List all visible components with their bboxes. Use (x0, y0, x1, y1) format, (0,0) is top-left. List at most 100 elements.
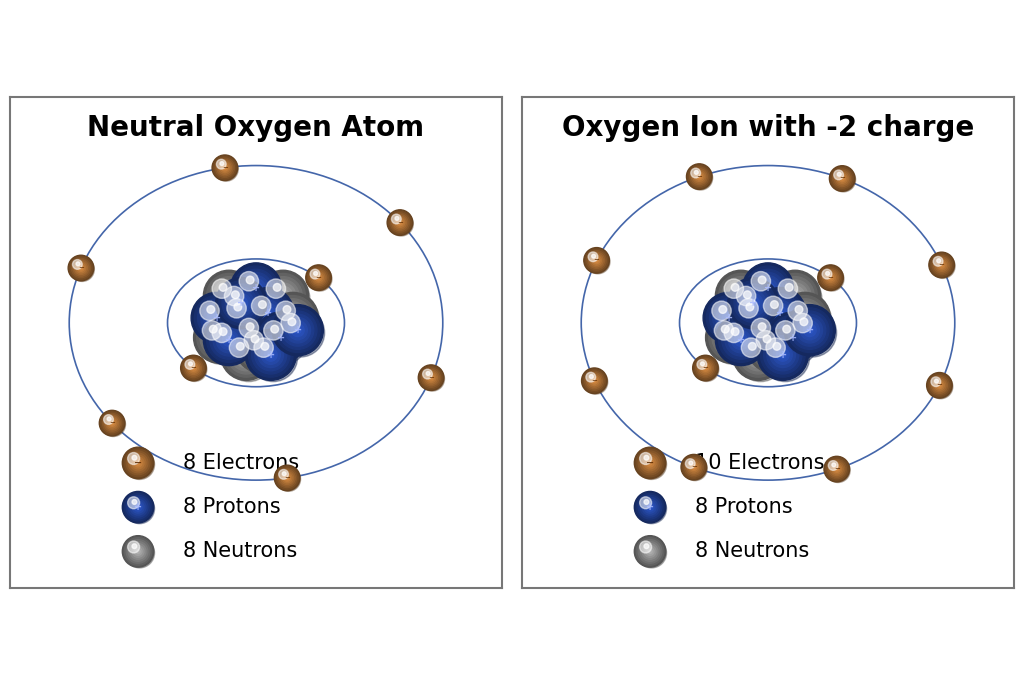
Circle shape (231, 294, 251, 313)
Text: +: + (737, 335, 745, 345)
Circle shape (773, 274, 822, 323)
Circle shape (125, 494, 155, 523)
Circle shape (588, 374, 601, 387)
Circle shape (750, 300, 757, 306)
Circle shape (423, 370, 439, 386)
Circle shape (264, 322, 297, 353)
Circle shape (749, 345, 768, 364)
Circle shape (237, 269, 275, 308)
Circle shape (398, 221, 401, 224)
Circle shape (755, 288, 806, 338)
Circle shape (258, 301, 266, 308)
Circle shape (185, 360, 202, 376)
Circle shape (267, 351, 274, 358)
Circle shape (640, 497, 659, 517)
Circle shape (648, 506, 652, 509)
Circle shape (752, 319, 770, 338)
Circle shape (259, 316, 307, 364)
Circle shape (587, 373, 602, 388)
Circle shape (779, 280, 811, 312)
Circle shape (307, 266, 332, 291)
Circle shape (128, 497, 147, 517)
Circle shape (429, 376, 433, 379)
Circle shape (225, 292, 232, 299)
Text: +: + (266, 350, 274, 360)
Circle shape (793, 313, 812, 333)
Circle shape (313, 271, 317, 275)
Circle shape (274, 465, 300, 490)
Circle shape (933, 256, 943, 266)
Circle shape (280, 470, 295, 486)
Circle shape (247, 325, 265, 345)
Circle shape (125, 449, 155, 479)
Text: −: − (222, 165, 227, 171)
Circle shape (640, 497, 651, 509)
Circle shape (748, 322, 799, 373)
Circle shape (108, 419, 117, 428)
Circle shape (790, 334, 796, 340)
Circle shape (800, 321, 819, 340)
Circle shape (220, 162, 224, 166)
Circle shape (936, 382, 943, 388)
Circle shape (73, 260, 82, 269)
Text: +: + (776, 308, 784, 318)
Circle shape (243, 288, 294, 338)
Circle shape (240, 325, 288, 374)
Circle shape (634, 447, 666, 479)
Circle shape (737, 287, 769, 319)
Circle shape (204, 314, 255, 366)
Circle shape (930, 375, 949, 395)
Circle shape (240, 319, 272, 351)
Circle shape (586, 249, 610, 274)
Circle shape (219, 330, 239, 349)
Circle shape (763, 338, 782, 357)
Text: −: − (696, 173, 702, 179)
Circle shape (745, 266, 791, 311)
Text: +: + (134, 502, 142, 512)
Circle shape (692, 466, 695, 469)
Circle shape (231, 303, 256, 328)
Circle shape (309, 268, 328, 287)
Circle shape (426, 371, 430, 375)
Circle shape (833, 169, 852, 188)
Circle shape (933, 379, 946, 392)
Circle shape (122, 536, 154, 567)
Circle shape (428, 375, 434, 381)
Circle shape (240, 273, 272, 304)
Circle shape (276, 467, 301, 491)
Circle shape (788, 290, 802, 302)
Circle shape (276, 301, 295, 321)
Circle shape (819, 266, 844, 291)
Text: 8 Protons: 8 Protons (695, 497, 793, 517)
Circle shape (702, 365, 709, 371)
Text: 8 Protons: 8 Protons (183, 497, 281, 517)
Circle shape (646, 459, 654, 467)
Circle shape (198, 316, 246, 364)
Circle shape (646, 503, 654, 511)
Circle shape (195, 296, 244, 345)
Circle shape (734, 294, 782, 342)
Circle shape (940, 263, 943, 266)
Circle shape (719, 273, 763, 318)
Circle shape (389, 212, 411, 234)
Circle shape (72, 258, 90, 277)
Circle shape (244, 323, 268, 348)
Circle shape (281, 313, 300, 333)
Circle shape (237, 316, 275, 354)
Text: −: − (134, 458, 142, 468)
Circle shape (787, 308, 833, 353)
Circle shape (258, 315, 303, 360)
Circle shape (719, 318, 763, 362)
Circle shape (222, 294, 270, 342)
Circle shape (648, 549, 652, 553)
Circle shape (644, 499, 649, 504)
Circle shape (834, 466, 840, 472)
Circle shape (255, 341, 267, 354)
Circle shape (134, 547, 142, 556)
Circle shape (259, 303, 278, 323)
Circle shape (587, 251, 606, 270)
Circle shape (188, 363, 199, 373)
Circle shape (640, 541, 651, 553)
Circle shape (198, 299, 236, 337)
Circle shape (795, 306, 803, 313)
